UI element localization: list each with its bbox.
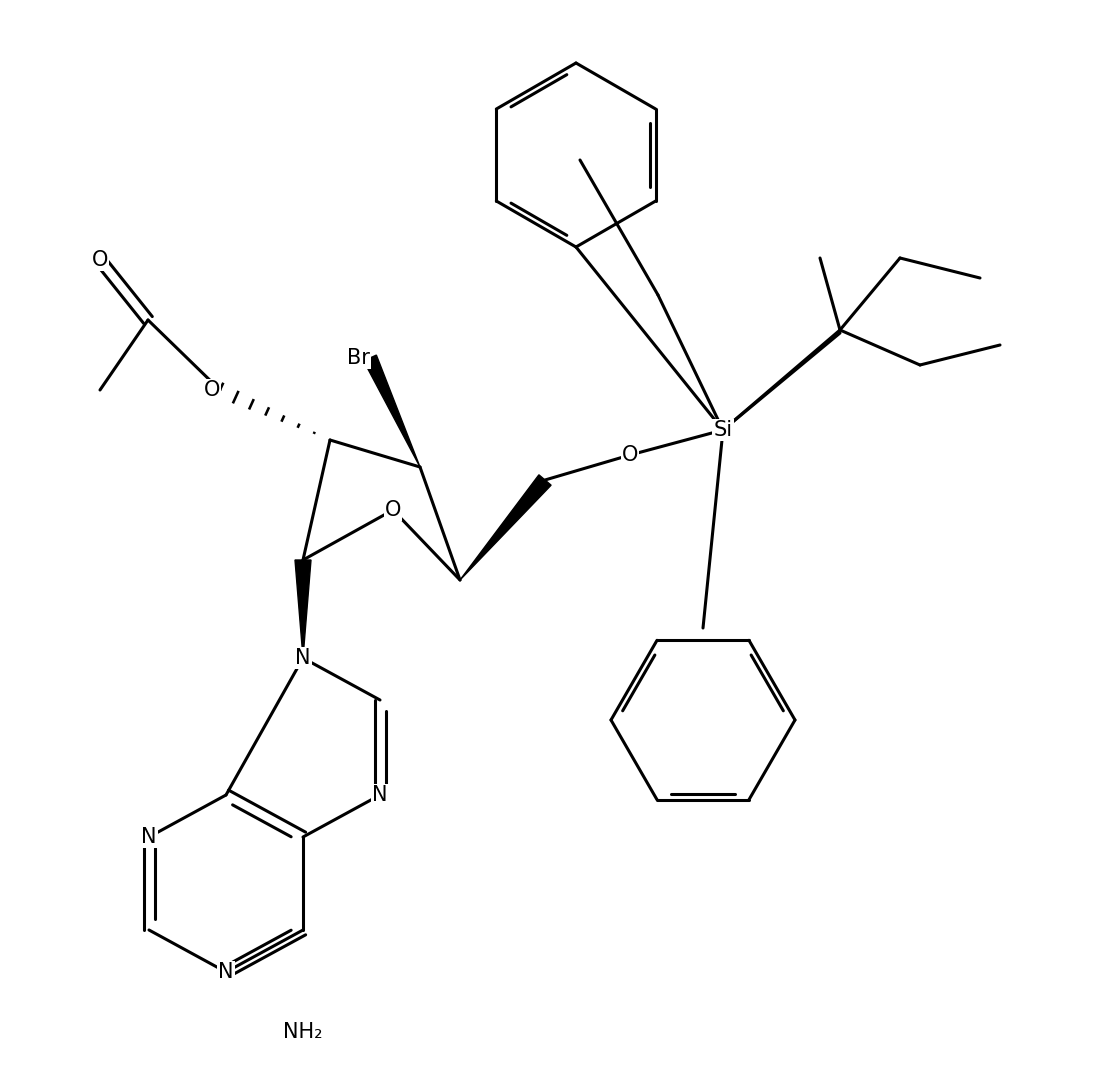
Text: NH₂: NH₂ <box>283 1022 323 1042</box>
Polygon shape <box>460 475 551 580</box>
Polygon shape <box>363 355 420 467</box>
Text: N: N <box>218 962 234 982</box>
Text: O: O <box>204 380 219 400</box>
Text: Br: Br <box>348 348 370 368</box>
Text: O: O <box>91 250 108 270</box>
Text: N: N <box>295 647 311 668</box>
Text: N: N <box>372 785 388 806</box>
Text: O: O <box>384 500 401 520</box>
Text: Si: Si <box>713 420 733 440</box>
Text: O: O <box>622 445 638 465</box>
Text: N: N <box>141 827 157 847</box>
Polygon shape <box>295 560 311 658</box>
